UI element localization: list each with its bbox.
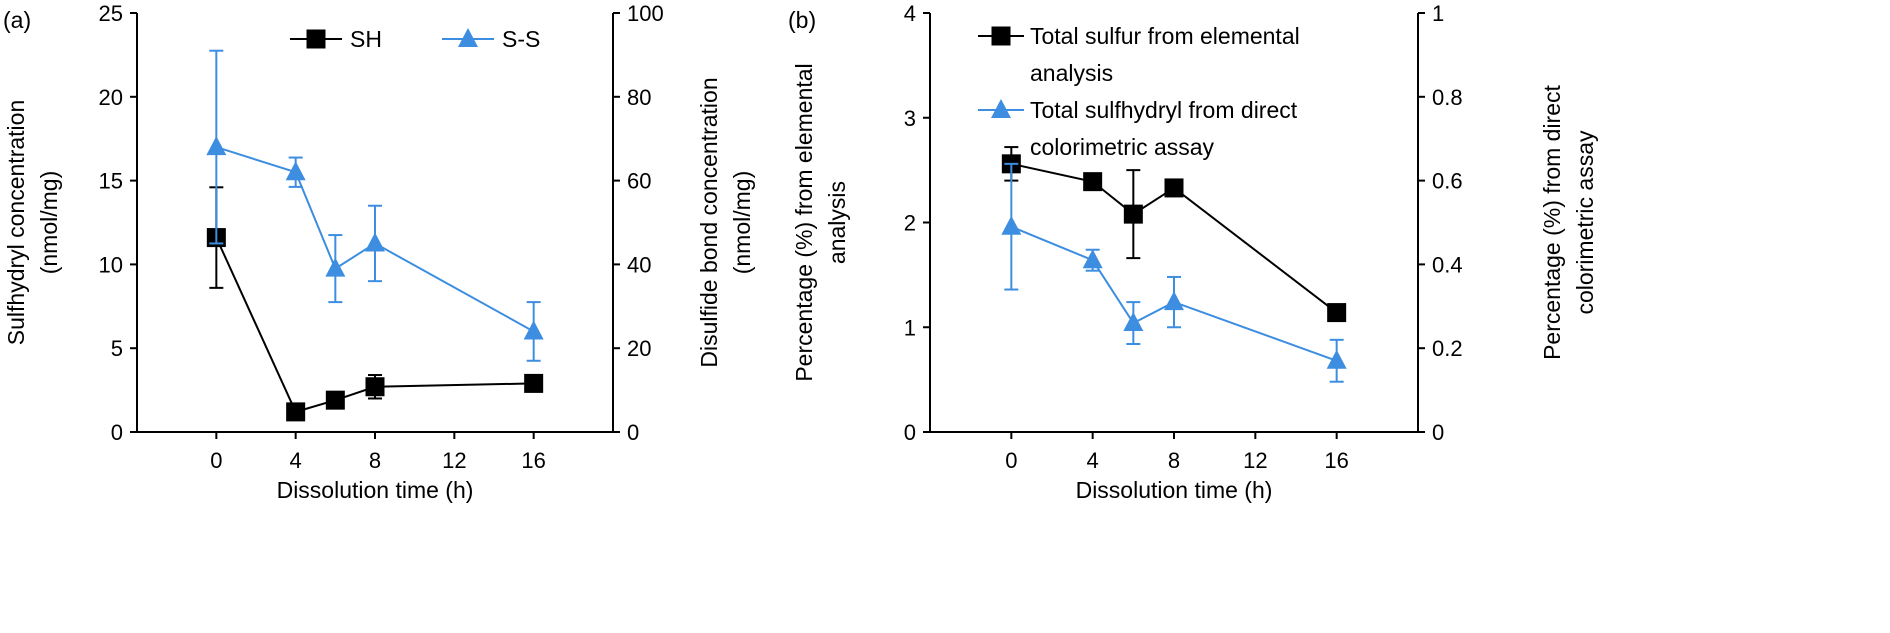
data-point [524, 373, 544, 393]
y-tick-label-right: 20 [627, 336, 651, 361]
x-axis-title: Dissolution time (h) [1076, 477, 1273, 503]
y-axis-title-right: Percentage (%) from direct [1539, 84, 1565, 359]
data-point [365, 232, 385, 252]
legend-label: colorimetric assay [1030, 134, 1215, 160]
x-tick-label: 0 [210, 448, 222, 473]
y-tick-label-right: 0.6 [1432, 169, 1463, 194]
data-point [325, 390, 345, 410]
x-tick-label: 16 [521, 448, 545, 473]
y-tick-label-right: 60 [627, 169, 651, 194]
data-point [1083, 172, 1103, 192]
legend-marker [458, 28, 478, 47]
y-tick-label-left: 5 [111, 336, 123, 361]
y-tick-label-right: 0 [627, 420, 639, 445]
data-point [285, 161, 306, 181]
data-point [1082, 249, 1103, 269]
data-point [1001, 215, 1022, 235]
legend: Total sulfur from elemental analysis Total… [978, 23, 1300, 160]
legend-label: SH [350, 26, 382, 52]
y-tick-label-left: 1 [904, 315, 916, 340]
x-axis-title: Dissolution time (h) [277, 477, 474, 503]
legend-label: Total sulfur from elemental [1030, 23, 1300, 49]
x-tick-label: 8 [369, 448, 381, 473]
y-tick-label-right: 0.2 [1432, 336, 1463, 361]
data-point [1123, 312, 1144, 332]
legend: SH S-S [290, 26, 540, 52]
series-2 [206, 49, 544, 362]
y-tick-label-right: 40 [627, 252, 651, 277]
y-axis-title-left: Sulfhydryl concentration [3, 100, 29, 345]
y-tick-label-right: 0.8 [1432, 85, 1463, 110]
y-axis-title-left: Percentage (%) from elemental [791, 63, 817, 381]
y-tick-label-left: 25 [99, 1, 123, 26]
chart-panel-1: (a) 0 5 10 15 20 25 0 20 40 60 80 100 0 4 8 12 16 Dissolut… [3, 1, 755, 503]
y-tick-label-left: 10 [99, 252, 123, 277]
data-point [1327, 303, 1347, 323]
data-point [1123, 204, 1143, 224]
data-point [1326, 349, 1347, 369]
x-tick-label: 4 [1087, 448, 1099, 473]
x-tick-label: 4 [290, 448, 302, 473]
y-tick-label-left: 0 [111, 420, 123, 445]
panel-label: (b) [788, 7, 816, 33]
legend-label: analysis [1030, 60, 1113, 86]
y-tick-label-left: 4 [904, 1, 916, 26]
y-axis-title-left: analysis [824, 181, 850, 264]
y-tick-label-left: 2 [904, 211, 916, 236]
y-axis-title-left: (nmol/mg) [36, 171, 62, 275]
x-tick-label: 12 [1243, 448, 1267, 473]
y-axis-title-right: colorimetric assay [1572, 130, 1598, 315]
y-axis-title-right: Disulfide bond concentration [696, 77, 722, 367]
legend-marker [306, 29, 326, 49]
y-tick-label-right: 1 [1432, 1, 1444, 26]
legend-marker [991, 99, 1011, 118]
y-tick-label-left: 15 [99, 169, 123, 194]
y-tick-label-right: 100 [627, 1, 664, 26]
series-2 [1001, 162, 1347, 383]
legend-label: S-S [502, 26, 540, 52]
panel-label: (a) [3, 7, 31, 33]
y-axis-title-right: (nmol/mg) [729, 171, 755, 275]
x-tick-label: 16 [1324, 448, 1348, 473]
legend-label: Total sulfhydryl from direct [1030, 97, 1298, 123]
y-tick-label-left: 3 [904, 106, 916, 131]
data-point [325, 257, 346, 277]
data-point [523, 320, 544, 340]
y-tick-label-right: 80 [627, 85, 651, 110]
x-tick-label: 0 [1005, 448, 1017, 473]
data-point [1164, 178, 1184, 198]
x-tick-label: 8 [1168, 448, 1180, 473]
series-1 [1001, 146, 1347, 323]
y-tick-label-left: 20 [99, 85, 123, 110]
y-tick-label-left: 0 [904, 420, 916, 445]
y-tick-label-right: 0.4 [1432, 252, 1463, 277]
data-point [365, 377, 385, 397]
data-point [206, 136, 227, 156]
y-tick-label-right: 0 [1432, 420, 1444, 445]
legend-marker [991, 26, 1011, 46]
x-tick-label: 12 [442, 448, 466, 473]
data-point [1164, 291, 1184, 311]
data-point [286, 402, 306, 422]
